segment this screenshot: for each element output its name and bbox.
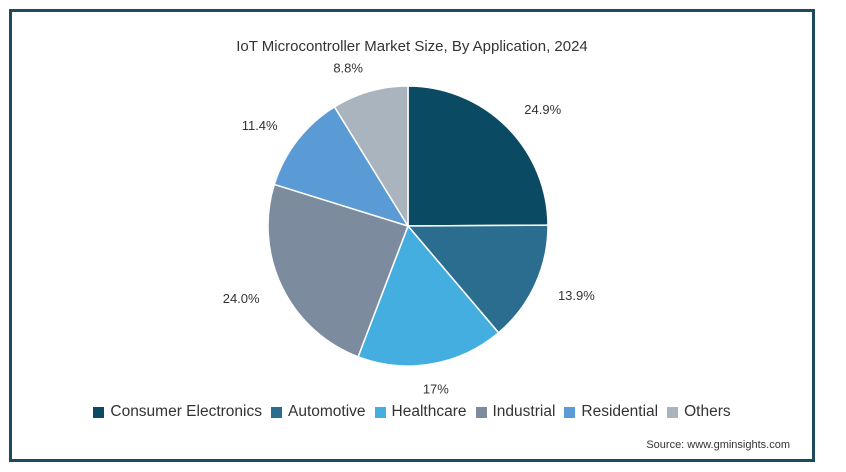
legend-label: Automotive bbox=[287, 403, 366, 420]
chart-frame: IoT Microcontroller Market Size, By Appl… bbox=[9, 9, 815, 462]
legend-label: Consumer Electronics bbox=[110, 403, 262, 420]
legend-swatch bbox=[93, 406, 105, 418]
data-label-consumer-electronics: 24.9% bbox=[524, 102, 561, 117]
legend-item: Healthcare bbox=[374, 403, 467, 421]
legend-swatch bbox=[374, 406, 386, 418]
legend-label: Industrial bbox=[492, 403, 556, 420]
source-note: Source: www.gminsights.com bbox=[646, 439, 790, 451]
pie-slice-others bbox=[333, 85, 409, 229]
data-label-automotive: 13.9% bbox=[558, 288, 595, 303]
legend-item: Others bbox=[667, 403, 731, 421]
legend-swatch bbox=[564, 406, 576, 418]
pie-chart: 24.9% 13.9% 17% 24.0% 11.4% 8.8% bbox=[223, 60, 596, 397]
data-label-healthcare: 17% bbox=[423, 382, 449, 397]
legend-swatch bbox=[475, 406, 487, 418]
chart-title: IoT Microcontroller Market Size, By Appl… bbox=[236, 38, 588, 55]
pie-slice-healthcare bbox=[357, 224, 500, 367]
legend-label: Residential bbox=[581, 403, 659, 420]
legend-label: Healthcare bbox=[391, 403, 467, 420]
legend-item: Residential bbox=[564, 403, 658, 421]
legend-label: Others bbox=[684, 403, 731, 420]
data-label-others: 8.8% bbox=[333, 60, 363, 75]
data-label-industrial: 24.0% bbox=[223, 291, 260, 306]
pie-slice-residential bbox=[273, 105, 410, 228]
legend-swatch bbox=[270, 406, 282, 418]
legend-swatch bbox=[667, 406, 679, 418]
pie-slice-consumer-electronics bbox=[407, 85, 549, 227]
legend-item: Industrial bbox=[475, 403, 556, 421]
legend-item: Automotive bbox=[270, 403, 366, 421]
legend-item: Consumer Electronics bbox=[93, 403, 262, 421]
pie-slice-automotive bbox=[406, 224, 549, 334]
chart-legend: Consumer Electronics Automotive Healthcare… bbox=[12, 403, 812, 421]
pie-slice-industrial bbox=[267, 183, 409, 358]
data-label-residential: 11.4% bbox=[242, 118, 278, 133]
